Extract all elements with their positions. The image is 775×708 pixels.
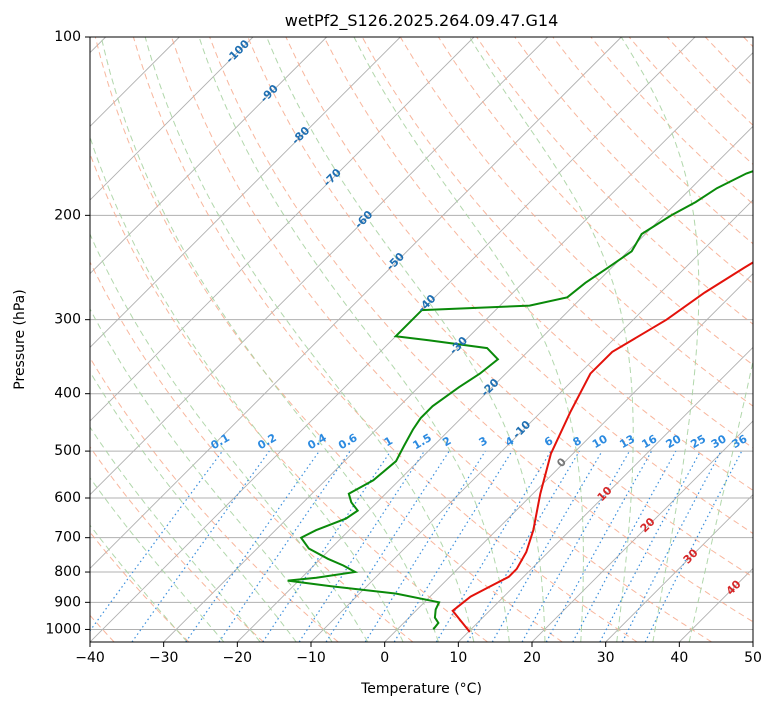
- x-tick-label: 30: [597, 650, 615, 666]
- mixing-ratio-line: [298, 450, 425, 642]
- mixing-ratio-line: [491, 450, 603, 642]
- dry-adiabat-line: [285, 37, 753, 535]
- isotherm-line: [605, 494, 753, 642]
- isotherm-line: [163, 52, 753, 642]
- y-tick-label: 1000: [45, 621, 81, 637]
- y-tick-label: 400: [54, 386, 81, 402]
- y-tick-label: 900: [54, 594, 81, 610]
- x-tick-label: 20: [523, 650, 541, 666]
- dry-adiabat-line: [171, 37, 712, 642]
- dry-adiabat-line: [247, 37, 753, 578]
- mixing-ratio-line: [131, 450, 270, 642]
- y-tick-label: 200: [54, 207, 81, 223]
- dry-adiabat-line: [323, 37, 753, 491]
- y-tick-label: 500: [54, 443, 81, 459]
- x-tick-label: −40: [75, 650, 105, 666]
- x-tick-label: 0: [380, 650, 389, 666]
- mixing-ratio-line: [599, 450, 702, 642]
- moist-adiabat-line: [353, 37, 584, 642]
- dry-adiabat-line: [94, 37, 563, 642]
- moist-adiabat-line: [620, 37, 700, 642]
- moist-adiabat-line: [90, 524, 188, 642]
- isotherm-line: [90, 37, 622, 569]
- dry-adiabat-line: [132, 37, 638, 642]
- x-tick-label: 10: [449, 650, 467, 666]
- axes: −40 −30 −20 −10 0 10 20 30 40 50 100 200 300 400 500 60…: [45, 29, 762, 666]
- x-tick-label: −10: [296, 650, 326, 666]
- moist-adiabat-line: [90, 476, 225, 642]
- isotherm-line: [90, 37, 696, 642]
- moist-adiabat-line: [90, 426, 261, 642]
- moist-adiabat-line: [688, 358, 753, 642]
- chart-title: wetPf2_S126.2025.264.09.47.G14: [285, 11, 559, 31]
- dry-adiabat-line: [90, 446, 264, 642]
- moist-adiabat-line: [90, 370, 297, 642]
- x-tick-label: 50: [744, 650, 762, 666]
- mixing-ratio-line: [521, 450, 631, 642]
- mixing-ratio-line: [621, 450, 722, 642]
- mixing-ratio-line: [466, 450, 580, 642]
- moist-adiabat-line: [90, 135, 404, 642]
- mixing-ratio-line: [325, 450, 450, 642]
- x-tick-label: 40: [670, 650, 688, 666]
- mixing-ratio-line: [90, 450, 223, 632]
- moist-adiabat-line: [100, 37, 439, 642]
- plot-frame: [89, 36, 754, 643]
- y-tick-label: 100: [54, 29, 81, 45]
- dry-adiabat-line: [209, 37, 753, 623]
- dry-adiabat-line: [476, 37, 753, 325]
- isotherm-line: [90, 37, 327, 275]
- grid-lines: [90, 37, 753, 642]
- dry-adiabat-line: [90, 260, 414, 642]
- moist-adiabat-line: [90, 308, 333, 642]
- profile-line: [451, 261, 753, 633]
- y-tick-label: 800: [54, 564, 81, 580]
- x-tick-label: −30: [149, 650, 179, 666]
- isotherm-line: [90, 37, 401, 348]
- y-tick-label: 600: [54, 490, 81, 506]
- dry-adiabat-line: [514, 37, 753, 285]
- series-layer: [287, 170, 753, 633]
- profile-line: [287, 170, 753, 631]
- x-axis-label: Temperature (°C): [360, 681, 482, 697]
- isotherm-line: [384, 273, 753, 642]
- moist-adiabat-line: [266, 37, 546, 642]
- y-axis-label: Pressure (hPa): [12, 289, 28, 389]
- mixing-ratio-line: [644, 450, 743, 642]
- isotherm-line: [90, 37, 548, 496]
- x-tick-label: −20: [223, 650, 253, 666]
- isotherm-line: [90, 37, 475, 422]
- y-tick-label: 700: [54, 530, 81, 546]
- moist-adiabat-line: [144, 37, 475, 642]
- mixing-ratio-line: [572, 450, 677, 642]
- isotherm-line: [531, 420, 753, 642]
- mixing-ratio-line: [545, 450, 653, 642]
- isotherm-line: [237, 125, 753, 642]
- isotherm-line: [458, 346, 753, 642]
- moist-adiabat-line: [198, 37, 510, 642]
- mixing-ratio-line: [435, 450, 552, 642]
- isotherm-line: [90, 37, 254, 201]
- moist-adiabat-line: [90, 232, 369, 642]
- y-tick-label: 300: [54, 312, 81, 328]
- mixing-ratio-line: [185, 450, 320, 642]
